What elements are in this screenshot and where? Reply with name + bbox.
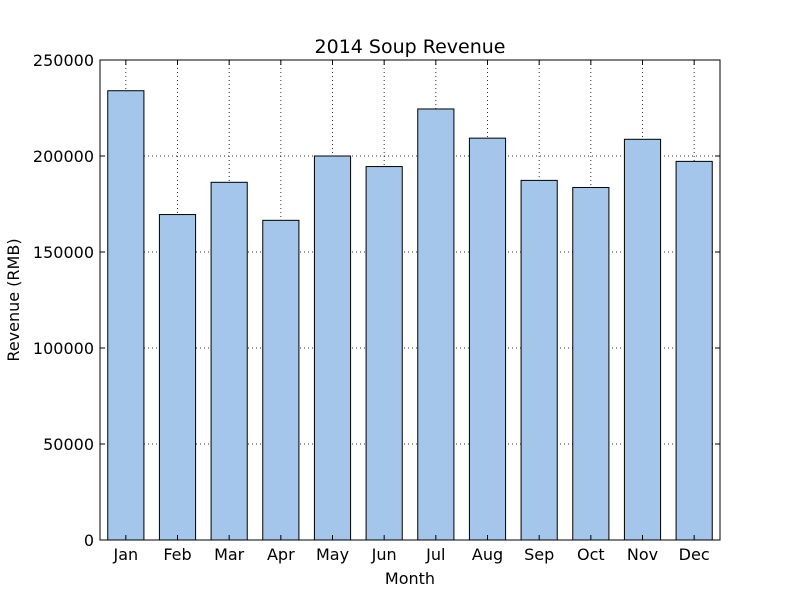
x-tick-label: Jan [112, 545, 138, 564]
x-tick-label: Jun [371, 545, 397, 564]
x-tick-label: May [316, 545, 349, 564]
plot-frame [99, 59, 721, 541]
x-tick-label: Apr [267, 545, 295, 564]
bar-jul [417, 108, 455, 541]
y-tick-label: 200000 [33, 147, 94, 166]
x-tick-label: Oct [577, 545, 605, 564]
y-tick-label: 250000 [33, 51, 94, 70]
y-tick-label: 0 [84, 531, 94, 550]
bar-aug [468, 137, 507, 541]
chart-title: 2014 Soup Revenue [315, 36, 506, 58]
x-tick-label: Sep [524, 545, 554, 564]
bar-feb [158, 214, 197, 541]
bar-oct [572, 186, 610, 541]
x-tick-label: Mar [214, 545, 245, 564]
bar-apr [262, 219, 300, 541]
y-tick-label: 150000 [33, 243, 94, 262]
y-tick-label: 100000 [33, 339, 94, 358]
x-tick-label: Jul [425, 545, 445, 564]
x-tick-labels: Jan Feb Mar Apr May Jun Jul Aug Sep Oct Nov Dec [112, 545, 709, 564]
y-tick-label: 50000 [43, 435, 94, 454]
bar-mar [210, 181, 248, 541]
x-axis-label: Month [385, 569, 435, 588]
x-tick-label: Feb [163, 545, 191, 564]
axis-ticks [100, 59, 720, 541]
y-axis-label: Revenue (RMB) [4, 238, 23, 361]
bar-nov [623, 138, 662, 541]
x-tick-label: Aug [472, 545, 503, 564]
y-tick-labels: 0 50000 100000 150000 200000 250000 [33, 51, 94, 550]
x-tick-label: Nov [627, 545, 658, 564]
bar-jan [107, 90, 145, 541]
bar-dec [675, 160, 713, 541]
bars [107, 90, 713, 541]
x-tick-label: Dec [679, 545, 710, 564]
bar-jun [365, 166, 403, 541]
bar-sep [520, 179, 558, 541]
bar-may [313, 155, 352, 541]
